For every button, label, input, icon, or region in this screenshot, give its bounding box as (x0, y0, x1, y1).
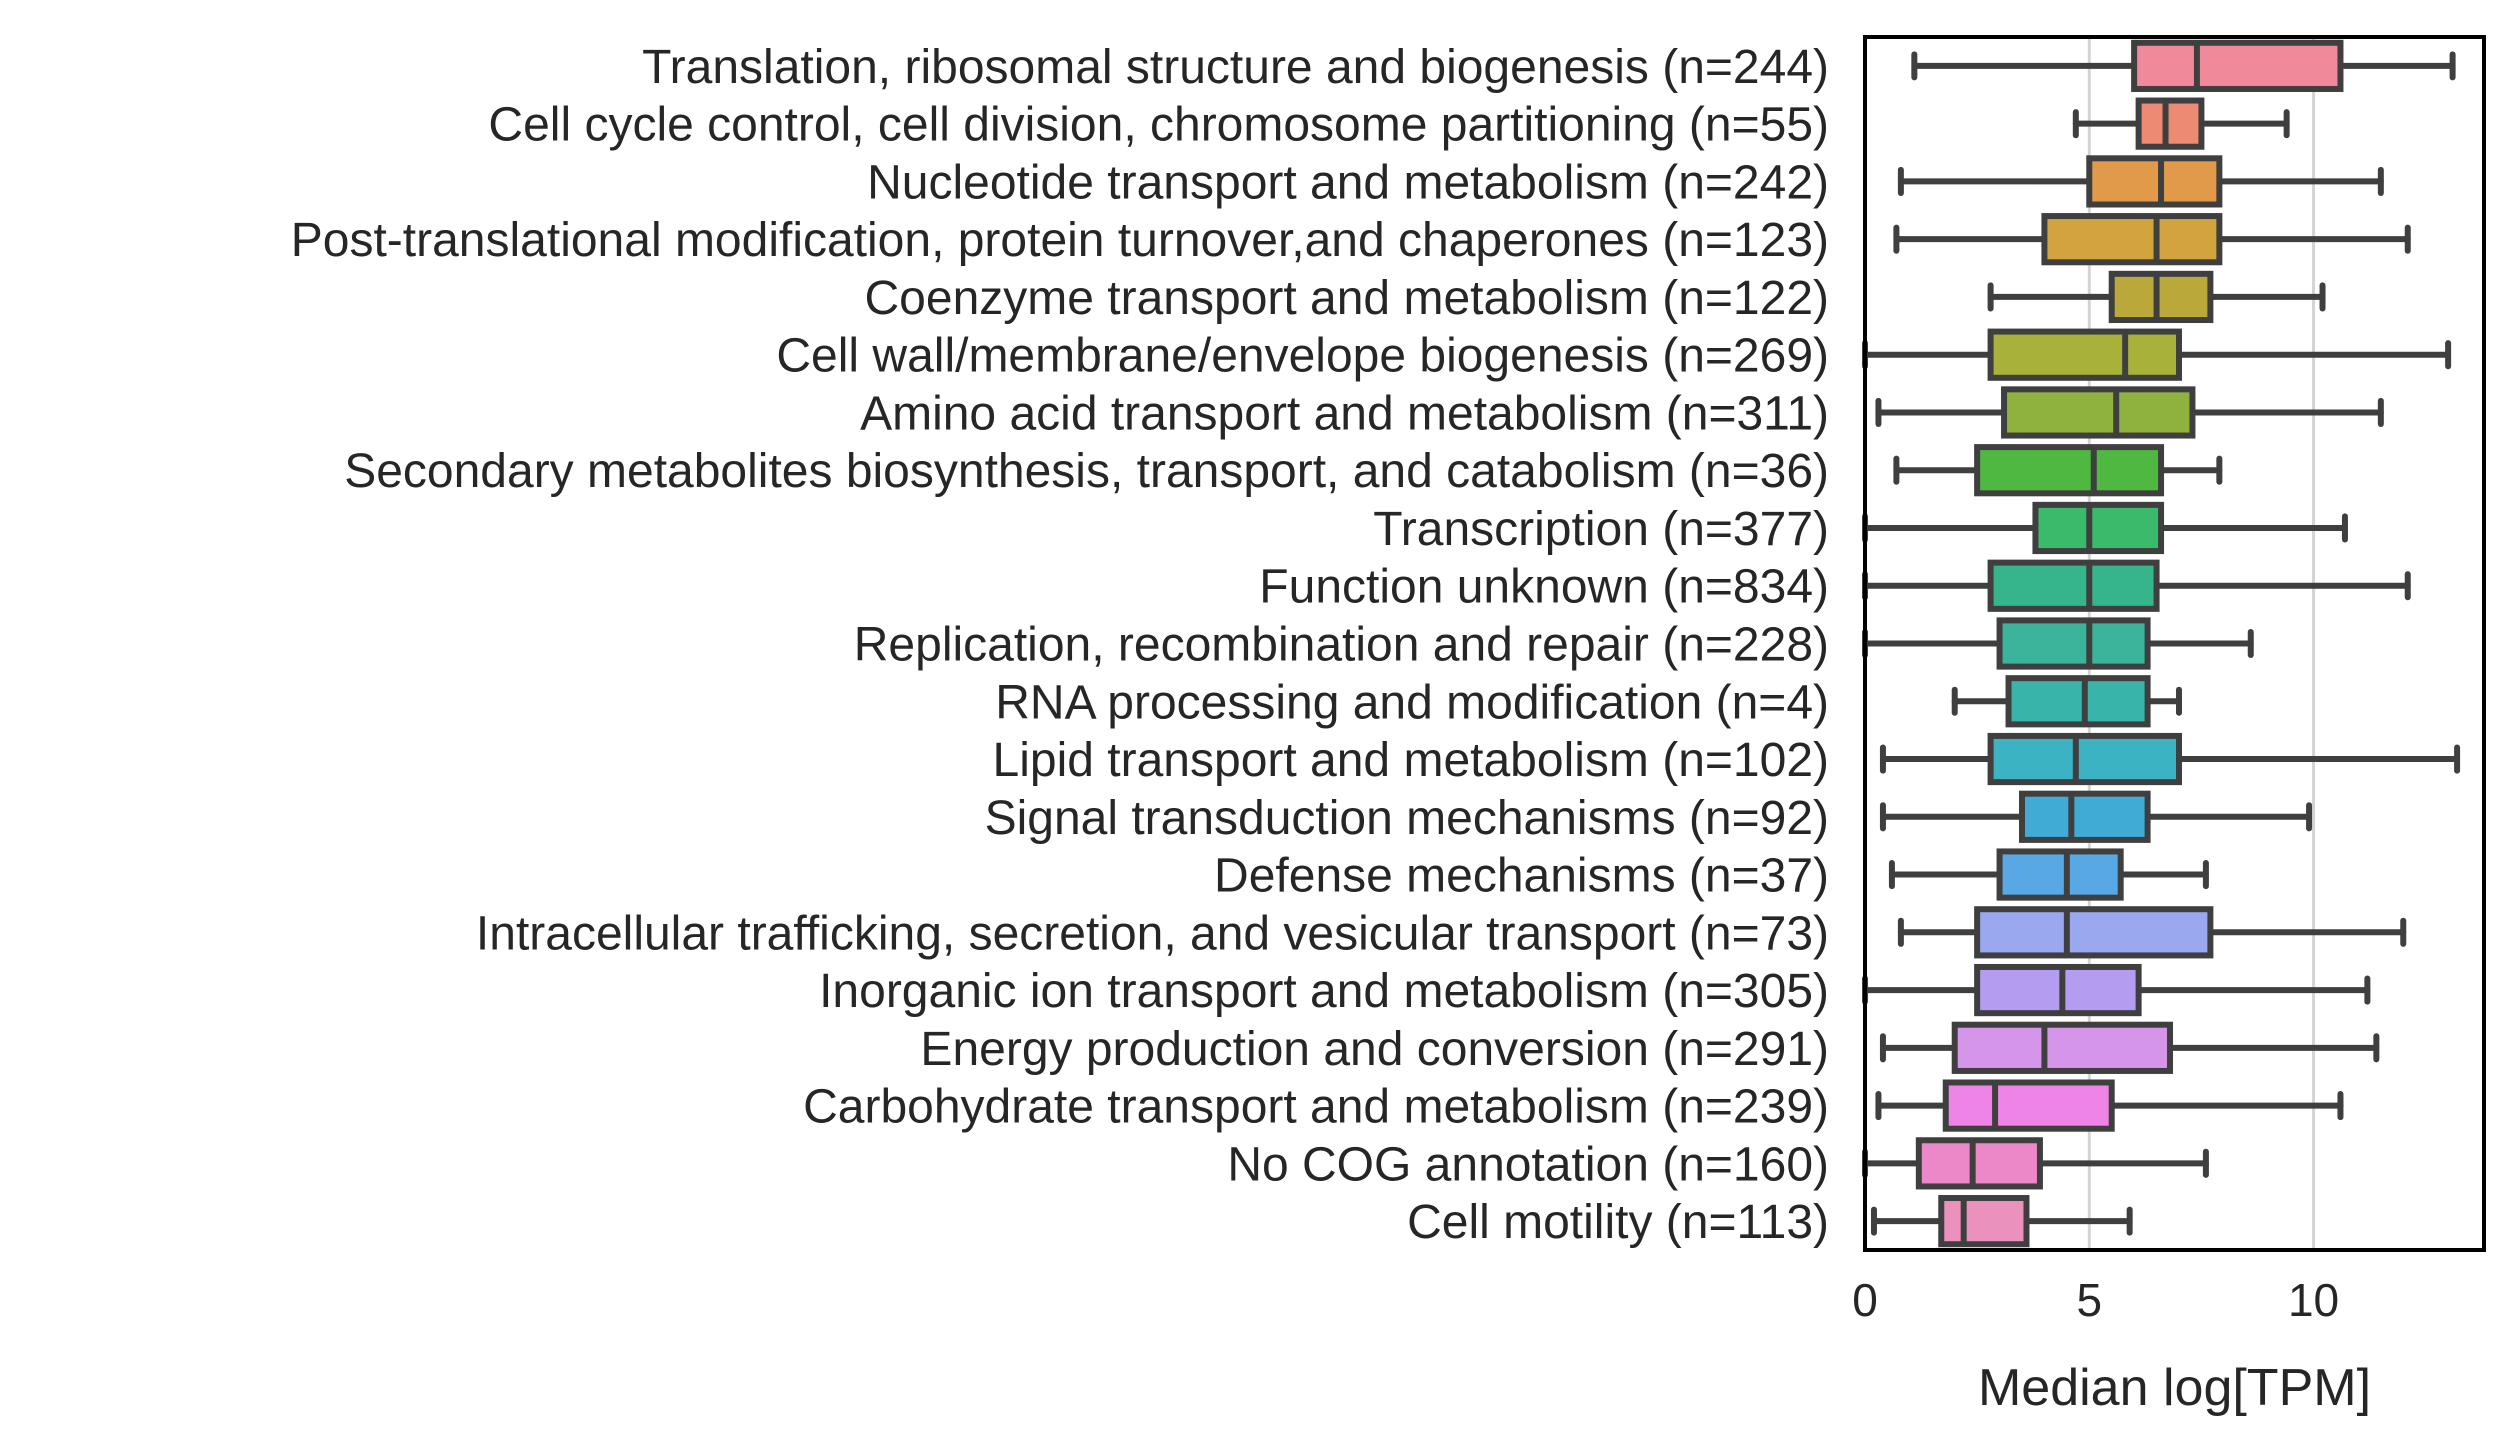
iqr-box (1938, 1195, 2030, 1248)
category-label: Intracellular trafficking, secretion, an… (476, 907, 1829, 960)
box-group (1951, 675, 2182, 728)
category-label: Post-translational modification, protein… (291, 214, 1829, 267)
iqr-box (1987, 732, 2182, 786)
iqr-box (2041, 213, 2223, 266)
iqr-box (1996, 617, 2151, 670)
box-group (1893, 444, 2223, 497)
category-label: Translation, ribosomal structure and bio… (642, 41, 1829, 94)
category-label: Nucleotide transport and metabolism (n=2… (867, 156, 1829, 209)
iqr-box (1915, 1137, 2043, 1190)
iqr-box (2001, 386, 2196, 439)
box-group (1875, 1079, 2344, 1132)
x-tick-label: 0 (1852, 1274, 1878, 1326)
box-group (1911, 39, 2456, 92)
box-plots (1862, 39, 2461, 1248)
category-label: Signal transduction mechanisms (n=92) (985, 792, 1829, 845)
category-label: No COG annotation (n=160) (1227, 1138, 1829, 1191)
box-group (1870, 1195, 2133, 1248)
category-labels: Translation, ribosomal structure and bio… (291, 41, 1829, 1249)
category-label: Carbohydrate transport and metabolism (n… (803, 1081, 1829, 1134)
box-group (1888, 848, 2209, 901)
iqr-box (1974, 444, 2165, 497)
box-group (1862, 617, 2254, 670)
iqr-box (2005, 675, 2151, 728)
plot-frame (1863, 35, 2486, 1252)
x-tick-label: 10 (2288, 1274, 2339, 1326)
box-group (1897, 155, 2384, 208)
iqr-box (2032, 501, 2165, 555)
iqr-box (2086, 155, 2223, 208)
x-axis-title: Median log[TPM] (1978, 1359, 2371, 1417)
category-label: RNA processing and modification (n=4) (995, 676, 1829, 729)
category-label: Secondary metabolites biosynthesis, tran… (344, 445, 1829, 498)
box-group (1879, 732, 2461, 786)
box-group (2072, 97, 2290, 150)
category-label: Transcription (n=377) (1373, 503, 1829, 556)
iqr-box (2131, 39, 2344, 92)
iqr-box (2108, 270, 2214, 324)
box-group (1862, 328, 2452, 381)
box-group (1897, 906, 2407, 959)
category-label: Coenzyme transport and metabolism (n=122… (865, 272, 1829, 325)
box-group (1862, 1137, 2209, 1190)
category-label: Cell motility (n=113) (1407, 1196, 1829, 1249)
box-group (1862, 963, 2371, 1017)
category-label: Energy production and conversion (n=291) (920, 1023, 1829, 1076)
box-group (1862, 559, 2411, 612)
box-group (1875, 386, 2384, 439)
iqr-box (1987, 559, 2160, 612)
box-group (1879, 1021, 2380, 1074)
x-tick-label: 5 (2076, 1274, 2102, 1326)
x-axis-ticks: 0 5 10 (1852, 1274, 2339, 1326)
category-label: Amino acid transport and metabolism (n=3… (860, 387, 1829, 440)
category-label: Replication, recombination and repair (n… (854, 619, 1829, 672)
iqr-box (1987, 328, 2182, 381)
box-group (1987, 270, 2326, 324)
iqr-box (1951, 1021, 2174, 1074)
category-label: Inorganic ion transport and metabolism (… (819, 965, 1829, 1018)
category-label: Defense mechanisms (n=37) (1214, 850, 1829, 903)
iqr-box (1996, 848, 2124, 901)
iqr-box (1974, 906, 2214, 959)
iqr-box (2135, 97, 2205, 150)
box-group (1862, 501, 2348, 555)
iqr-box (1974, 963, 2142, 1017)
category-label: Cell cycle control, cell division, chrom… (488, 99, 1829, 152)
category-label: Lipid transport and metabolism (n=102) (993, 734, 1829, 787)
iqr-box (2018, 790, 2151, 843)
box-group (1879, 790, 2313, 843)
category-label: Function unknown (n=834) (1259, 561, 1829, 614)
iqr-box (1942, 1079, 2115, 1132)
box-group (1893, 213, 2411, 266)
category-label: Cell wall/membrane/envelope biogenesis (… (776, 330, 1829, 383)
